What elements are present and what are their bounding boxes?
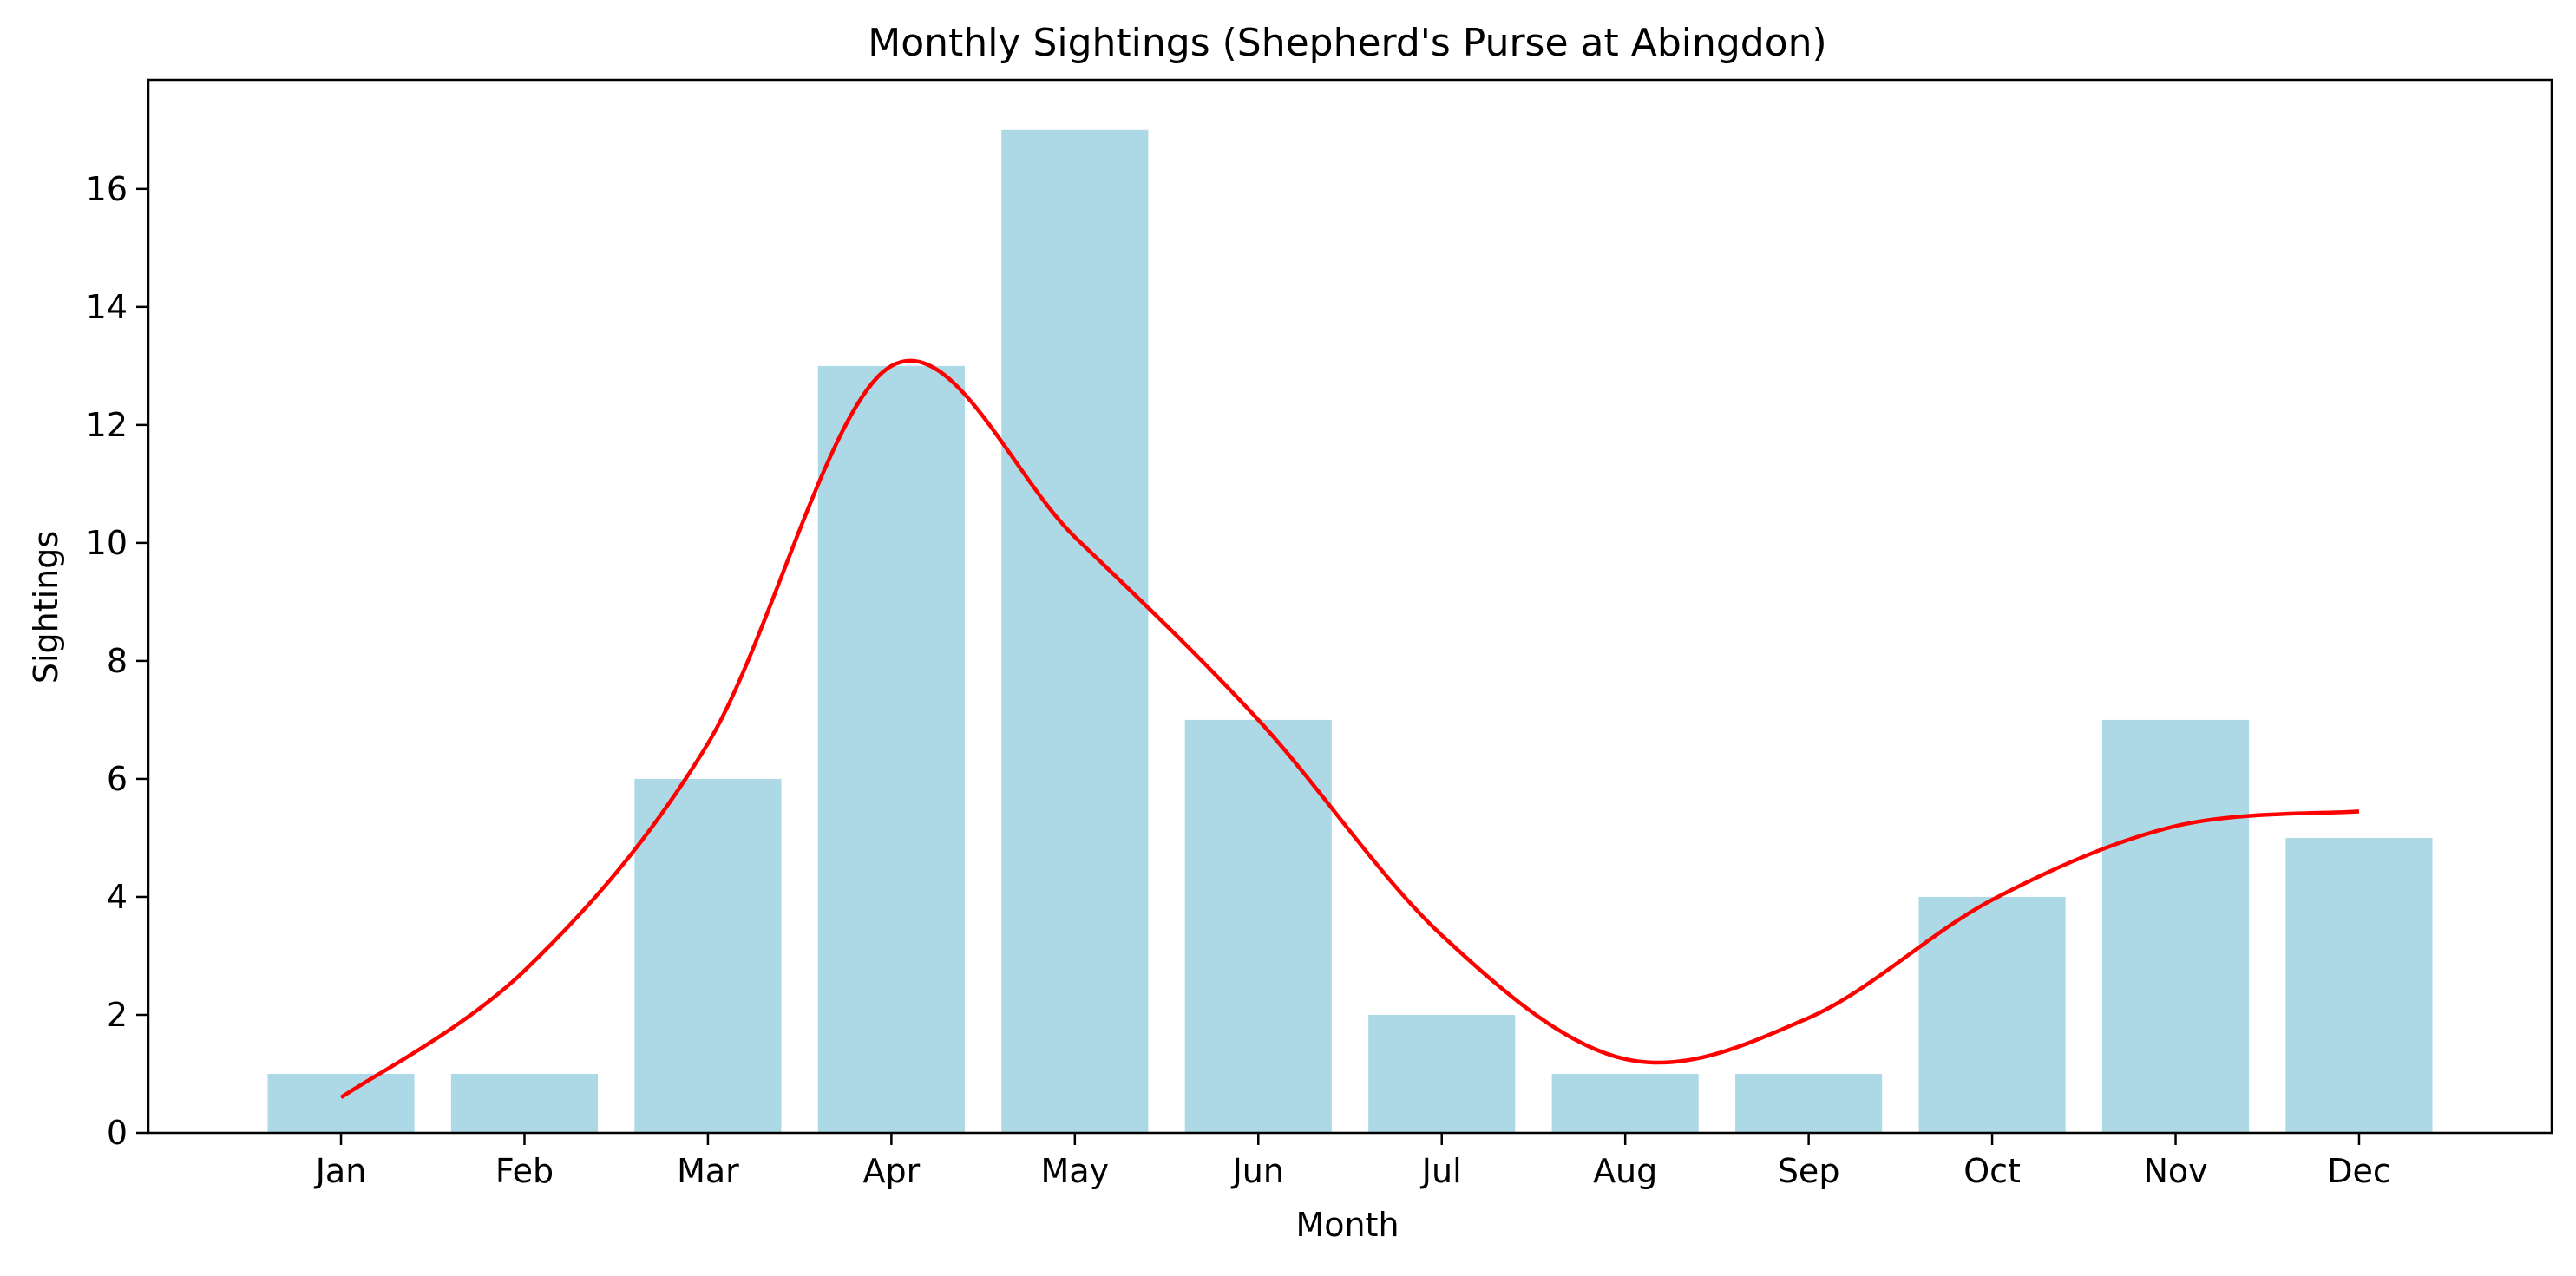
trend-line-layer — [339, 358, 2360, 1100]
y-axis: 0 2 4 6 8 10 12 14 16 — [86, 170, 148, 1152]
x-tick-label-oct: Oct — [1963, 1152, 2021, 1190]
plot-frame — [147, 78, 2553, 1135]
x-tick-label-jul: Jul — [1420, 1152, 1462, 1190]
bar-nov — [2101, 719, 2250, 1133]
x-tick-label-jan: Jan — [314, 1152, 367, 1190]
bar-oct — [1918, 896, 2066, 1133]
x-tick-label-mar: Mar — [677, 1152, 739, 1190]
x-tick-label-sep: Sep — [1778, 1152, 1840, 1190]
bar-sep — [1735, 1073, 1883, 1133]
x-tick-label-jun: Jun — [1231, 1152, 1284, 1190]
y-tick-label-4: 4 — [107, 878, 128, 916]
y-axis-label: Sightings — [27, 531, 65, 684]
x-axis: Jan Feb Mar Apr May Jun Jul Aug Sep Oct Nov Dec — [314, 1133, 2391, 1190]
bar-aug — [1551, 1073, 1699, 1133]
bar-jun — [1184, 719, 1332, 1133]
y-tick-label-12: 12 — [86, 406, 128, 444]
y-tick-label-16: 16 — [86, 170, 128, 208]
x-tick-label-dec: Dec — [2327, 1152, 2391, 1190]
y-tick-label-6: 6 — [107, 760, 128, 798]
y-tick-label-14: 14 — [86, 288, 128, 326]
x-tick-label-apr: Apr — [862, 1152, 920, 1190]
bar-mar — [634, 778, 782, 1133]
bars-layer — [267, 129, 2433, 1133]
x-tick-label-may: May — [1041, 1152, 1110, 1190]
y-tick-label-8: 8 — [107, 642, 128, 680]
y-tick-label-0: 0 — [107, 1114, 128, 1152]
x-tick-label-aug: Aug — [1593, 1152, 1657, 1190]
bar-jan — [267, 1073, 415, 1133]
y-tick-label-10: 10 — [86, 524, 128, 562]
y-tick-label-2: 2 — [107, 996, 128, 1034]
bar-may — [1001, 129, 1149, 1133]
x-tick-label-feb: Feb — [495, 1152, 554, 1190]
x-axis-label: Month — [1295, 1206, 1399, 1244]
chart-title: Monthly Sightings (Shepherd's Purse at A… — [868, 21, 1826, 65]
bar-jul — [1368, 1014, 1516, 1133]
bar-feb — [450, 1073, 599, 1133]
bar-dec — [2285, 837, 2433, 1133]
x-tick-label-nov: Nov — [2143, 1152, 2207, 1190]
bar-apr — [817, 365, 965, 1133]
trend-line — [339, 358, 2360, 1100]
